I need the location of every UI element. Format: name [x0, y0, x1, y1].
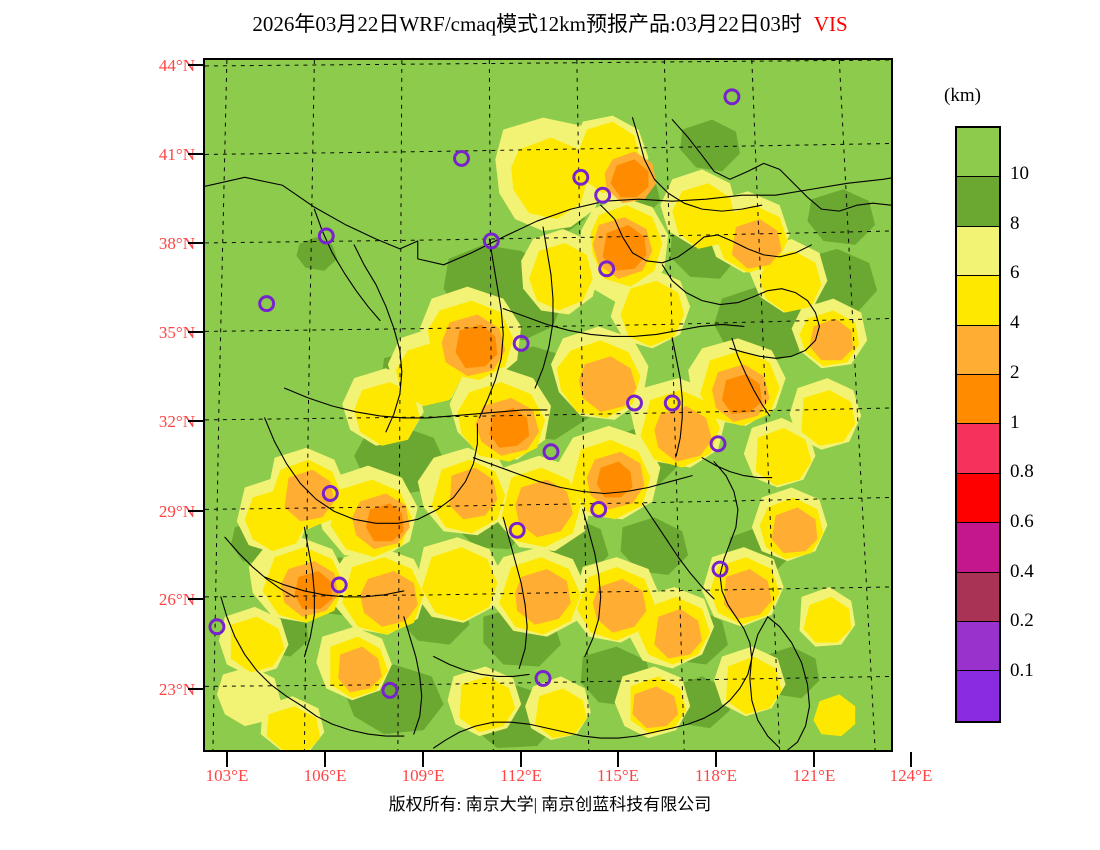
- y-tickmark: [188, 688, 203, 690]
- colorbar-band-8-10: [957, 177, 999, 227]
- x-tickmark: [324, 752, 326, 767]
- y-tickmark: [188, 420, 203, 422]
- colorbar-band-0.2-0.4: [957, 572, 999, 623]
- colorbar-label-6: 6: [1010, 262, 1020, 283]
- y-tickmark: [188, 242, 203, 244]
- y-tick-29N: 29°N: [158, 502, 195, 521]
- x-tick-124E: 124°E: [889, 766, 933, 785]
- page-title: 2026年03月22日WRF/cmaq模式12km预报产品:03月22日03时 V…: [0, 8, 1100, 38]
- colorbar-label-1: 1: [1010, 412, 1020, 433]
- y-tickmark: [188, 153, 203, 155]
- x-tickmark: [715, 752, 717, 767]
- colorbar-band-2-4: [957, 325, 999, 376]
- x-tick-103E: 103°E: [205, 766, 249, 785]
- y-tick-35N: 35°N: [158, 323, 195, 342]
- x-tick-109E: 109°E: [401, 766, 445, 785]
- visibility-contour-map: [205, 60, 891, 750]
- colorbar-band-0-0.1: [957, 671, 999, 721]
- colorbar[interactable]: [955, 126, 1001, 723]
- colorbar-label-0.2: 0.2: [1010, 610, 1034, 631]
- y-tick-44N: 44°N: [158, 56, 195, 75]
- colorbar-label-0.8: 0.8: [1010, 461, 1034, 482]
- colorbar-label-4: 4: [1010, 312, 1020, 333]
- x-tick-115E: 115°E: [596, 766, 640, 785]
- y-tickmark: [188, 510, 203, 512]
- colorbar-label-0.1: 0.1: [1010, 660, 1034, 681]
- colorbar-label-0.6: 0.6: [1010, 511, 1034, 532]
- map-plot-area[interactable]: [203, 58, 893, 752]
- colorbar-unit-label: (km): [944, 85, 981, 106]
- colorbar-label-8: 8: [1010, 213, 1020, 234]
- colorbar-band-1-2: [957, 375, 999, 425]
- colorbar-band-0.8-1: [957, 424, 999, 474]
- colorbar-label-0.4: 0.4: [1010, 561, 1034, 582]
- x-tickmark: [422, 752, 424, 767]
- colorbar-label-10: 10: [1010, 163, 1029, 184]
- y-tick-32N: 32°N: [158, 412, 195, 431]
- x-tickmark: [910, 752, 912, 767]
- y-tickmark: [188, 331, 203, 333]
- x-tick-118E: 118°E: [694, 766, 738, 785]
- colorbar-band-0.6-0.8: [957, 473, 999, 524]
- x-tickmark: [813, 752, 815, 767]
- contour-layer: [205, 60, 891, 750]
- station-markers: [208, 88, 741, 699]
- x-tickmark: [617, 752, 619, 767]
- x-tickmark: [520, 752, 522, 767]
- colorbar-band-0.4-0.6: [957, 523, 999, 573]
- colorbar-band-0.1-0.2: [957, 622, 999, 672]
- y-tickmark: [188, 598, 203, 600]
- colorbar-band-6-8: [957, 226, 999, 277]
- colorbar-band-10plus: [957, 128, 999, 178]
- title-text: 2026年03月22日WRF/cmaq模式12km预报产品:03月22日03时: [252, 12, 802, 36]
- colorbar-label-2: 2: [1010, 362, 1020, 383]
- y-tickmark: [188, 64, 203, 66]
- y-tick-23N: 23°N: [158, 680, 195, 699]
- copyright-footer: 版权所有: 南京大学| 南京创蓝科技有限公司: [388, 795, 712, 814]
- x-tick-112E: 112°E: [499, 766, 543, 785]
- y-tick-38N: 38°N: [158, 234, 195, 253]
- y-tick-41N: 41°N: [158, 145, 195, 164]
- x-tick-106E: 106°E: [303, 766, 347, 785]
- x-tick-121E: 121°E: [792, 766, 836, 785]
- y-tick-26N: 26°N: [158, 590, 195, 609]
- x-tickmark: [226, 752, 228, 767]
- colorbar-band-4-6: [957, 276, 999, 326]
- variable-label: VIS: [813, 12, 848, 36]
